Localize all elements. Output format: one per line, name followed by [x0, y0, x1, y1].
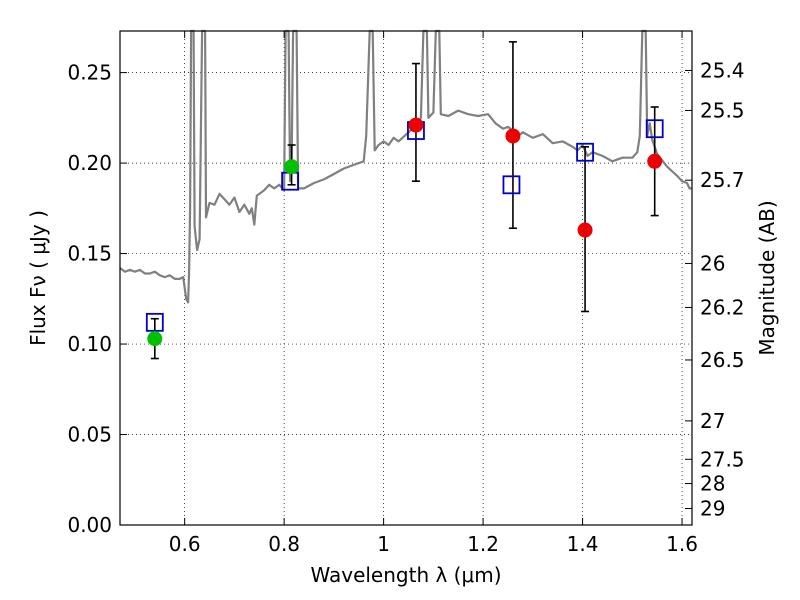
mag-tick-label: 27 — [700, 409, 725, 433]
data-point-circle — [284, 159, 300, 175]
model-square-marker — [502, 175, 521, 195]
y-axis-label: Flux Fν ( μJy ) — [26, 210, 50, 346]
x-tick-label: 1 — [377, 532, 390, 556]
mag-tick-label: 26 — [700, 251, 725, 275]
x-tick-label: 0.8 — [268, 532, 300, 556]
template-spectrum — [119, 29, 692, 304]
data-markers — [145, 117, 664, 347]
x-tick-label: 1.4 — [567, 532, 599, 556]
y-tick-label: 0.15 — [67, 242, 112, 266]
mag-tick-label: 29 — [700, 496, 725, 520]
mag-tick-label: 25.7 — [700, 168, 745, 192]
model-square-marker — [145, 312, 164, 332]
x-tick-label: 1.2 — [467, 532, 499, 556]
y-tick-label: 0.00 — [67, 513, 112, 537]
y-tick-label: 0.25 — [67, 61, 112, 85]
x-tick-label: 1.6 — [666, 532, 698, 556]
model-square-marker — [576, 142, 594, 162]
mag-tick-label: 25.5 — [700, 98, 745, 122]
y-tick-label: 0.05 — [67, 423, 112, 447]
mag-tick-label: 28 — [700, 472, 725, 496]
y-tick-label: 0.20 — [67, 151, 112, 175]
model-square-marker — [645, 119, 664, 139]
right-axis-label: Magnitude (AB) — [755, 200, 779, 355]
spectrum-line — [119, 29, 692, 304]
data-point-circle — [647, 153, 663, 169]
data-point-circle — [505, 128, 521, 144]
mag-tick-label: 25.4 — [700, 58, 745, 82]
mag-tick-label: 27.5 — [700, 447, 745, 471]
axis-ticks — [120, 31, 692, 526]
x-axis-label: Wavelength λ (μm) — [310, 563, 501, 587]
data-point-circle — [577, 222, 593, 238]
mag-tick-label: 26.2 — [700, 295, 745, 319]
x-tick-label: 0.6 — [169, 532, 201, 556]
error-bars — [150, 41, 659, 360]
data-point-circle — [147, 331, 163, 347]
data-point-circle — [408, 117, 424, 133]
mag-tick-label: 26.5 — [700, 348, 745, 372]
tick-labels: 0.6 0.8 1 1.2 1.4 1.6 0.00 0.05 0.10 0.15 0.20 0.25… — [67, 58, 744, 556]
y-tick-label: 0.10 — [67, 332, 112, 356]
plot-frame — [119, 30, 693, 526]
